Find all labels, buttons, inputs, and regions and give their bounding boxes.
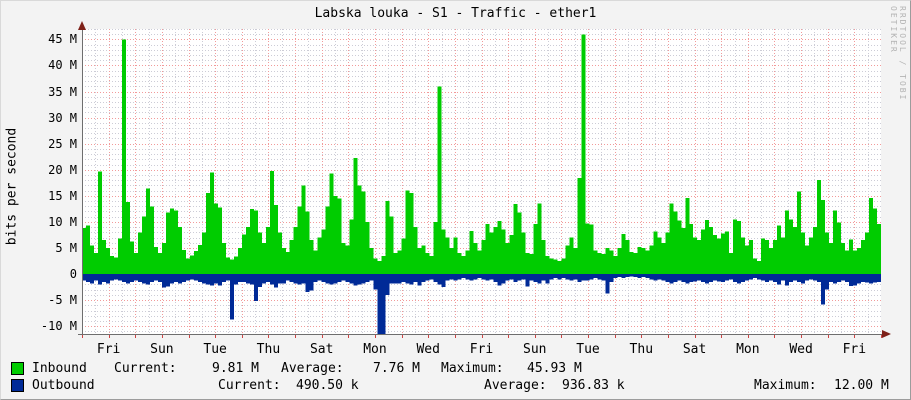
x-tick-label: Fri bbox=[96, 342, 121, 357]
x-tick-label: Fri bbox=[842, 342, 867, 357]
x-tick-mark bbox=[215, 335, 216, 338]
outbound-current-label: Current: bbox=[218, 378, 281, 393]
inbound-current-value: 9.81 M bbox=[212, 361, 259, 376]
x-tick-label: Fri bbox=[469, 342, 494, 357]
x-tick-mark bbox=[641, 335, 642, 338]
x-tick-mark bbox=[615, 335, 616, 338]
x-tick-mark bbox=[881, 335, 882, 338]
x-tick-mark bbox=[695, 335, 696, 338]
x-tick-mark bbox=[322, 335, 323, 338]
graph-title: Labska louka - S1 - Traffic - ether1 bbox=[314, 6, 597, 21]
rrdtool-watermark: RRDTOOL / TOBI OETIKER bbox=[889, 6, 907, 102]
y-tick-label: 40 M bbox=[48, 58, 77, 73]
y-tick-label: 0 bbox=[69, 267, 77, 282]
inbound-maximum-value: 45.93 M bbox=[527, 361, 582, 376]
x-tick-mark bbox=[748, 335, 749, 338]
x-tick-label: Wed bbox=[416, 342, 440, 357]
inbound-average-label: Average: bbox=[281, 361, 344, 376]
x-tick-label: Tue bbox=[576, 342, 600, 357]
x-tick-mark bbox=[535, 335, 536, 338]
x-tick-mark bbox=[588, 335, 589, 338]
x-tick-mark bbox=[109, 335, 110, 338]
inbound-maximum-label: Maximum: bbox=[441, 361, 504, 376]
x-tick-label: Sat bbox=[682, 342, 707, 357]
y-tick-label: 30 M bbox=[48, 110, 77, 125]
x-tick-label: Thu bbox=[256, 342, 281, 357]
y-tick-label: 20 M bbox=[48, 162, 77, 177]
outbound-swatch bbox=[11, 379, 24, 392]
x-tick-mark bbox=[242, 335, 243, 338]
y-tick-label: 45 M bbox=[48, 32, 77, 47]
x-tick-mark bbox=[348, 335, 349, 338]
x-tick-mark bbox=[801, 335, 802, 338]
x-tick-mark bbox=[189, 335, 190, 338]
inbound-current-label: Current: bbox=[114, 361, 177, 376]
x-tick-mark bbox=[721, 335, 722, 338]
outbound-average-value: 936.83 k bbox=[562, 378, 625, 393]
outbound-current-value: 490.50 k bbox=[296, 378, 359, 393]
x-tick-mark bbox=[774, 335, 775, 338]
x-tick-mark bbox=[135, 335, 136, 338]
outbound-average-label: Average: bbox=[484, 378, 547, 393]
inbound-label: Inbound bbox=[32, 361, 87, 376]
y-tick-label: -5 M bbox=[48, 293, 77, 308]
x-tick-mark bbox=[402, 335, 403, 338]
outbound-maximum-label: Maximum: bbox=[754, 378, 817, 393]
x-tick-mark bbox=[561, 335, 562, 338]
inbound-average-value: 7.76 M bbox=[373, 361, 420, 376]
x-tick-label: Wed bbox=[789, 342, 813, 357]
y-axis-line bbox=[82, 25, 83, 335]
x-tick-label: Sat bbox=[309, 342, 334, 357]
x-tick-label: Mon bbox=[363, 342, 387, 357]
x-tick-label: Tue bbox=[203, 342, 227, 357]
x-tick-mark bbox=[428, 335, 429, 338]
legend-row-inbound: Inbound Current: 9.81 M Average: 7.76 M … bbox=[1, 361, 910, 376]
x-axis-arrow-icon bbox=[882, 330, 891, 338]
y-tick-label: -10 M bbox=[40, 319, 77, 334]
x-tick-mark bbox=[668, 335, 669, 338]
legend-row-outbound: Outbound Current: 490.50 k Average: 936.… bbox=[1, 378, 910, 393]
y-tick-label: 35 M bbox=[48, 84, 77, 99]
x-tick-mark bbox=[375, 335, 376, 338]
x-tick-mark bbox=[455, 335, 456, 338]
x-tick-label: Thu bbox=[629, 342, 654, 357]
plot-area bbox=[82, 29, 881, 334]
outbound-label: Outbound bbox=[32, 378, 95, 393]
x-tick-label: Sun bbox=[150, 342, 174, 357]
x-tick-mark bbox=[854, 335, 855, 338]
x-axis-line bbox=[78, 334, 882, 335]
x-tick-mark bbox=[482, 335, 483, 338]
x-tick-mark bbox=[268, 335, 269, 338]
x-tick-mark bbox=[508, 335, 509, 338]
x-tick-mark bbox=[295, 335, 296, 338]
y-tick-label: 10 M bbox=[48, 214, 77, 229]
y-axis-arrow-icon bbox=[78, 21, 86, 30]
outbound-maximum-value: 12.00 M bbox=[834, 378, 889, 393]
y-tick-label: 25 M bbox=[48, 136, 77, 151]
x-tick-label: Sun bbox=[523, 342, 547, 357]
x-tick-mark bbox=[162, 335, 163, 338]
y-tick-label: 5 M bbox=[55, 240, 77, 255]
x-tick-mark bbox=[828, 335, 829, 338]
y-tick-label: 15 M bbox=[48, 188, 77, 203]
x-tick-label: Mon bbox=[736, 342, 760, 357]
x-tick-mark bbox=[82, 335, 83, 338]
inbound-swatch bbox=[11, 362, 24, 375]
